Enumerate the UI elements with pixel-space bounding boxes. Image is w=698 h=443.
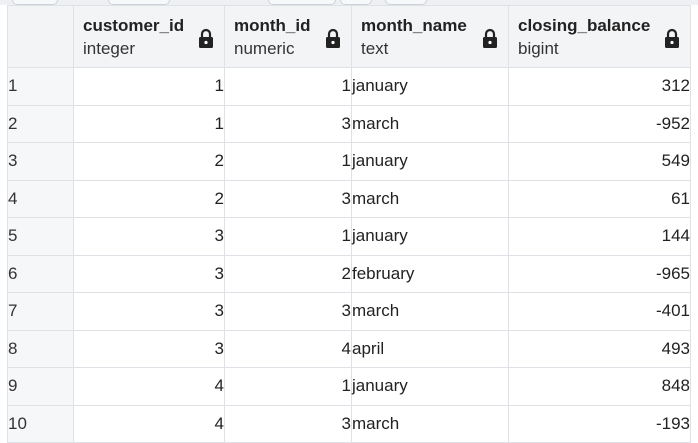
column-header-closing-balance[interactable]: closing_balance bigint [508,5,691,68]
cell-closing-balance[interactable]: 848 [508,367,691,406]
cell-customer-id[interactable]: 2 [73,179,225,218]
cell-month-name[interactable]: february [351,254,509,293]
cell-month-id[interactable]: 3 [224,104,352,143]
row-number[interactable]: 5 [7,217,74,256]
cell-month-name[interactable]: january [351,142,509,181]
column-name: closing_balance [518,16,651,35]
lock-icon [199,28,213,48]
row-number[interactable]: 4 [7,179,74,218]
column-header-month-id[interactable]: month_id numeric [224,5,352,68]
column-header-customer-id[interactable]: customer_id integer [73,5,225,68]
column-name: month_name [361,16,467,35]
column-type: text [361,39,389,58]
cell-month-id[interactable]: 3 [224,404,352,443]
cell-month-name[interactable]: january [351,67,509,106]
cell-closing-balance[interactable]: -401 [508,292,691,331]
cell-month-id[interactable]: 3 [224,292,352,331]
cell-month-name[interactable]: march [351,404,509,443]
row-number[interactable]: 8 [7,329,74,368]
cell-month-id[interactable]: 2 [224,254,352,293]
cell-month-name[interactable]: january [351,367,509,406]
table-row: 1 1 1 january 312 [7,67,691,106]
row-number[interactable]: 6 [7,254,74,293]
cell-customer-id[interactable]: 3 [73,217,225,256]
lock-icon [483,28,497,48]
cell-customer-id[interactable]: 3 [73,254,225,293]
table-row: 3 2 1 january 549 [7,142,691,181]
table-row: 5 3 1 january 144 [7,217,691,256]
column-name: customer_id [83,16,185,35]
toolbar-strip [0,0,698,5]
table-row: 2 1 3 march -952 [7,104,691,143]
cell-closing-balance[interactable]: 144 [508,217,691,256]
table-row: 8 3 4 april 493 [7,329,691,368]
cell-customer-id[interactable]: 1 [73,104,225,143]
cell-month-id[interactable]: 1 [224,67,352,106]
cell-month-id[interactable]: 1 [224,217,352,256]
cell-customer-id[interactable]: 2 [73,142,225,181]
cell-closing-balance[interactable]: -193 [508,404,691,443]
column-type: bigint [518,39,559,58]
cell-month-id[interactable]: 4 [224,329,352,368]
lock-icon [665,28,679,48]
header-row: customer_id integer month_id numeric m [7,5,691,68]
row-number[interactable]: 7 [7,292,74,331]
cell-customer-id[interactable]: 3 [73,329,225,368]
cell-customer-id[interactable]: 4 [73,367,225,406]
cell-customer-id[interactable]: 3 [73,292,225,331]
row-number[interactable]: 9 [7,367,74,406]
cell-closing-balance[interactable]: 61 [508,179,691,218]
cell-month-name[interactable]: march [351,292,509,331]
table-row: 7 3 3 march -401 [7,292,691,331]
lock-icon [326,28,340,48]
cell-closing-balance[interactable]: -965 [508,254,691,293]
cell-month-name[interactable]: april [351,329,509,368]
column-name: month_id [234,16,311,35]
result-grid: customer_id integer month_id numeric m [7,5,691,443]
table-row: 10 4 3 march -193 [7,404,691,443]
cell-month-name[interactable]: march [351,104,509,143]
row-number[interactable]: 3 [7,142,74,181]
cell-month-id[interactable]: 3 [224,179,352,218]
table-row: 9 4 1 january 848 [7,367,691,406]
cell-customer-id[interactable]: 1 [73,67,225,106]
cell-closing-balance[interactable]: 549 [508,142,691,181]
cell-month-id[interactable]: 1 [224,142,352,181]
select-all-corner[interactable] [7,5,74,68]
row-number[interactable]: 1 [7,67,74,106]
column-header-month-name[interactable]: month_name text [351,5,509,68]
table-row: 6 3 2 february -965 [7,254,691,293]
table-row: 4 2 3 march 61 [7,179,691,218]
cell-month-name[interactable]: march [351,179,509,218]
cell-closing-balance[interactable]: -952 [508,104,691,143]
cell-customer-id[interactable]: 4 [73,404,225,443]
column-type: numeric [234,39,295,58]
cell-closing-balance[interactable]: 312 [508,67,691,106]
cell-month-name[interactable]: january [351,217,509,256]
column-type: integer [83,39,135,58]
cell-month-id[interactable]: 1 [224,367,352,406]
row-number[interactable]: 10 [7,404,74,443]
cell-closing-balance[interactable]: 493 [508,329,691,368]
row-number[interactable]: 2 [7,104,74,143]
